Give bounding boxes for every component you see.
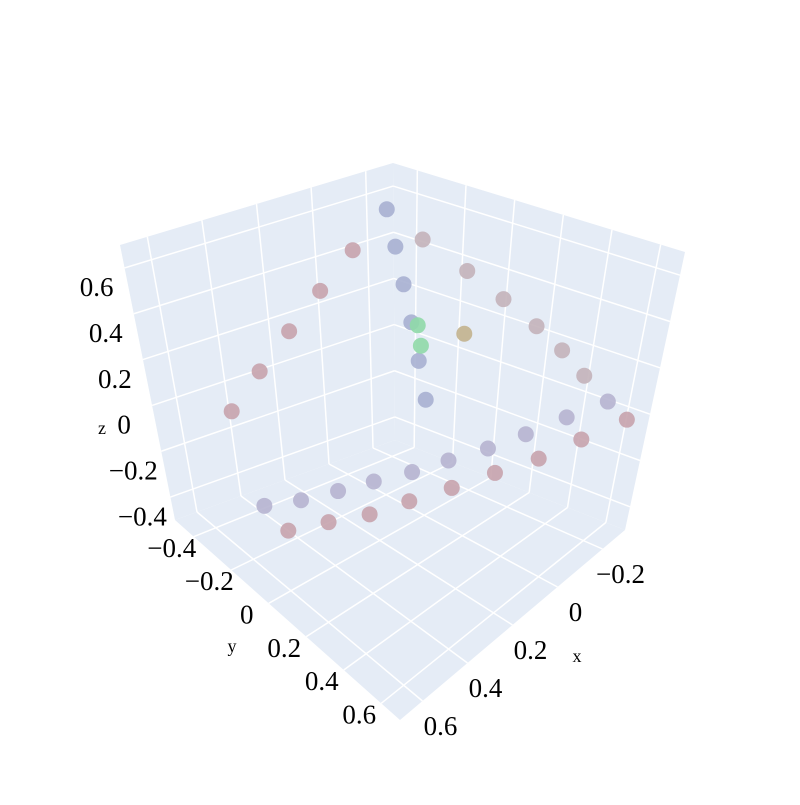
y-grid-line (605, 244, 662, 523)
point (530, 450, 547, 467)
point (281, 323, 298, 340)
y-grid-line (230, 461, 453, 571)
y-grid-line (268, 476, 492, 604)
point (618, 411, 635, 428)
z-grid-line (142, 277, 395, 361)
z-grid-line (170, 416, 396, 498)
x-grid-line (310, 187, 330, 465)
point (440, 452, 457, 469)
y-tick-label: 0.6 (342, 700, 376, 730)
point (387, 238, 404, 255)
z-grid-line (393, 231, 671, 323)
x-axis-title: x (573, 646, 582, 666)
point (361, 506, 378, 523)
y-grid-line (528, 214, 565, 493)
point (517, 426, 534, 443)
z-grid-line (392, 185, 681, 276)
scene (120, 163, 685, 720)
y-grid-line (343, 506, 568, 671)
point (378, 201, 395, 218)
point (417, 391, 434, 408)
x-grid-line (201, 220, 242, 497)
point (312, 282, 329, 299)
point (456, 325, 473, 342)
point (404, 464, 421, 481)
x-grid-line (284, 479, 513, 626)
y-axis-title: y (228, 636, 237, 656)
z-tick-label: 0.2 (98, 364, 132, 394)
y-grid-line (305, 491, 530, 638)
point (412, 337, 429, 354)
z-grid-line (393, 277, 661, 369)
z-tick-label: 0 (117, 410, 131, 440)
y-tick-label: −0.2 (185, 566, 234, 596)
point (554, 342, 571, 359)
y-tick-label: 0.2 (267, 633, 301, 663)
point (256, 497, 273, 514)
point (320, 514, 337, 531)
x-tick-label: 0.6 (424, 711, 458, 741)
y-tick-label: 0 (240, 600, 254, 630)
z-tick-label: 0.4 (89, 318, 123, 348)
y-grid-line (413, 170, 419, 448)
point (280, 522, 297, 539)
z-tick-label: −0.4 (118, 501, 167, 531)
z-grid-line (161, 370, 395, 452)
x-tick-label: 0 (569, 597, 583, 627)
x-tick-label: −0.2 (596, 559, 645, 589)
z-axis-title: z (98, 418, 106, 438)
x-grid-line (146, 236, 198, 513)
point (576, 367, 593, 384)
point (395, 276, 412, 293)
y-grid-line (566, 229, 613, 508)
point (344, 242, 361, 259)
point (459, 262, 476, 279)
z-grid-line (151, 323, 395, 407)
point (528, 318, 545, 335)
point (293, 492, 310, 509)
point (414, 231, 431, 248)
y-grid-line (490, 200, 516, 478)
point (409, 317, 426, 334)
point (486, 464, 503, 481)
z-tick-label: 0.6 (80, 272, 114, 302)
x-grid-line (196, 511, 423, 702)
point (443, 479, 460, 496)
point (251, 363, 268, 380)
point (479, 440, 496, 457)
x-grid-line (255, 203, 286, 481)
point (223, 403, 240, 420)
point (410, 352, 427, 369)
y-grid-line (451, 185, 467, 463)
point (401, 493, 418, 510)
x-grid-line (364, 171, 374, 449)
point (495, 291, 512, 308)
point (573, 431, 590, 448)
point (599, 393, 616, 410)
x-tick-label: 0.4 (469, 673, 503, 703)
y-tick-label: −0.4 (147, 533, 196, 563)
y-grid-line (193, 446, 415, 538)
point (558, 409, 575, 426)
z-tick-label: −0.2 (109, 455, 158, 485)
z-grid-line (394, 370, 641, 462)
z-grid-line (394, 416, 631, 508)
y-grid-line (380, 521, 607, 704)
y-tick-label: 0.4 (305, 666, 339, 696)
x-tick-label: 0.2 (514, 635, 548, 665)
z-grid-line (124, 185, 394, 269)
x-grid-line (240, 495, 468, 664)
point (330, 483, 347, 500)
point (365, 473, 382, 490)
